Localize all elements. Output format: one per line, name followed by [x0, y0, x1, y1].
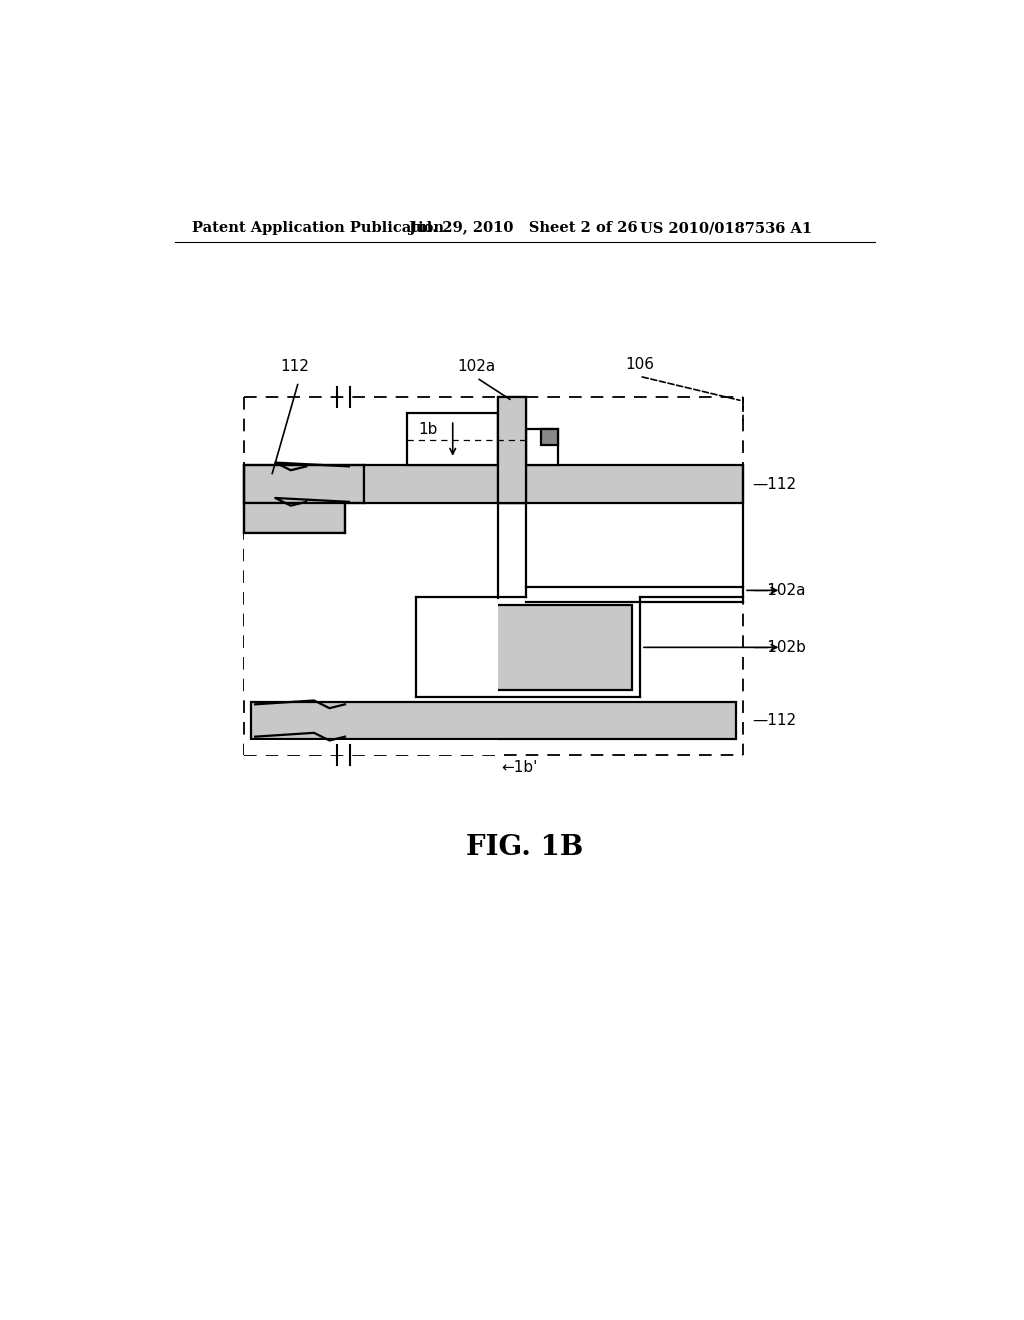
Bar	[245, 533, 499, 697]
Text: —102b: —102b	[752, 640, 806, 655]
Bar	[499, 397, 526, 503]
Text: —112: —112	[752, 477, 796, 491]
Text: ←1b': ←1b'	[501, 760, 538, 775]
Text: 1b: 1b	[419, 422, 438, 437]
Text: —112: —112	[752, 713, 796, 729]
Bar	[245, 739, 499, 755]
Text: —102a: —102a	[752, 583, 805, 598]
Bar	[245, 503, 345, 533]
Text: 106: 106	[625, 358, 654, 372]
Bar	[251, 702, 735, 739]
Text: FIG. 1B: FIG. 1B	[466, 834, 584, 861]
Text: 102a: 102a	[458, 359, 496, 374]
Text: 112: 112	[281, 359, 309, 374]
Bar	[541, 429, 558, 445]
Text: Patent Application Publication: Patent Application Publication	[191, 222, 443, 235]
Bar	[424, 605, 632, 689]
Text: Jul. 29, 2010   Sheet 2 of 26: Jul. 29, 2010 Sheet 2 of 26	[409, 222, 637, 235]
Bar	[407, 412, 499, 465]
Text: US 2010/0187536 A1: US 2010/0187536 A1	[640, 222, 812, 235]
Bar	[245, 465, 365, 503]
Bar	[525, 429, 558, 465]
Bar	[365, 465, 742, 503]
Bar	[499, 397, 526, 503]
